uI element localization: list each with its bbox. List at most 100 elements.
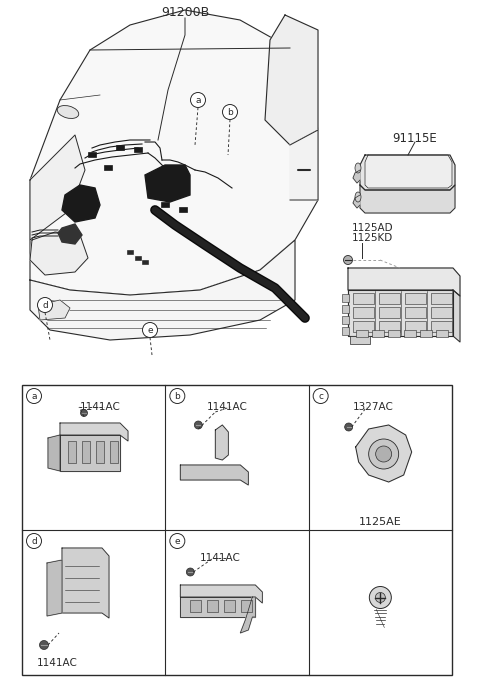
- Polygon shape: [348, 268, 460, 296]
- FancyBboxPatch shape: [356, 330, 368, 337]
- FancyBboxPatch shape: [179, 207, 187, 212]
- Text: 1141AC: 1141AC: [200, 553, 241, 563]
- Ellipse shape: [355, 163, 361, 173]
- FancyBboxPatch shape: [342, 294, 349, 302]
- Polygon shape: [180, 465, 248, 485]
- Circle shape: [376, 446, 392, 462]
- Bar: [224, 600, 235, 612]
- Polygon shape: [30, 135, 85, 240]
- Bar: [96, 441, 104, 463]
- FancyBboxPatch shape: [127, 250, 133, 254]
- FancyBboxPatch shape: [405, 307, 425, 317]
- FancyBboxPatch shape: [436, 330, 448, 337]
- FancyBboxPatch shape: [379, 321, 399, 332]
- FancyBboxPatch shape: [342, 316, 349, 324]
- Circle shape: [313, 388, 328, 404]
- Polygon shape: [356, 425, 412, 482]
- Circle shape: [170, 533, 185, 549]
- FancyBboxPatch shape: [405, 321, 425, 332]
- Polygon shape: [348, 290, 453, 336]
- FancyBboxPatch shape: [404, 330, 416, 337]
- FancyBboxPatch shape: [431, 292, 452, 303]
- Text: e: e: [175, 536, 180, 545]
- Polygon shape: [47, 560, 62, 616]
- Polygon shape: [360, 155, 455, 190]
- FancyBboxPatch shape: [135, 256, 141, 261]
- FancyBboxPatch shape: [352, 321, 373, 332]
- Polygon shape: [216, 425, 228, 460]
- FancyBboxPatch shape: [431, 321, 452, 332]
- FancyBboxPatch shape: [352, 307, 373, 317]
- Circle shape: [223, 104, 238, 120]
- Text: b: b: [227, 108, 233, 117]
- Text: 1125AD: 1125AD: [352, 223, 394, 233]
- Text: d: d: [31, 536, 37, 545]
- FancyBboxPatch shape: [388, 330, 400, 337]
- FancyBboxPatch shape: [350, 336, 370, 344]
- Text: d: d: [42, 301, 48, 310]
- Polygon shape: [30, 232, 88, 275]
- Circle shape: [81, 410, 87, 417]
- Text: 1141AC: 1141AC: [207, 402, 248, 412]
- Polygon shape: [365, 155, 452, 188]
- Bar: [22, 385, 452, 675]
- FancyBboxPatch shape: [405, 292, 425, 303]
- FancyBboxPatch shape: [431, 307, 452, 317]
- Polygon shape: [265, 15, 318, 145]
- Polygon shape: [48, 435, 60, 471]
- Bar: [241, 600, 252, 612]
- FancyBboxPatch shape: [88, 152, 96, 158]
- Bar: [191, 600, 201, 612]
- FancyBboxPatch shape: [342, 305, 349, 313]
- Text: b: b: [174, 392, 180, 401]
- Text: 91200B: 91200B: [161, 6, 209, 19]
- Polygon shape: [60, 435, 120, 471]
- Polygon shape: [30, 240, 295, 340]
- FancyBboxPatch shape: [116, 144, 124, 151]
- Polygon shape: [58, 224, 82, 244]
- Text: a: a: [195, 95, 201, 104]
- FancyBboxPatch shape: [161, 202, 169, 207]
- Polygon shape: [30, 10, 318, 295]
- Text: 1125AE: 1125AE: [359, 517, 402, 527]
- Text: c: c: [318, 392, 323, 401]
- Polygon shape: [60, 423, 128, 441]
- FancyBboxPatch shape: [420, 330, 432, 337]
- Circle shape: [37, 298, 52, 312]
- Circle shape: [369, 439, 399, 469]
- Circle shape: [194, 421, 203, 429]
- Bar: [82, 441, 90, 463]
- Circle shape: [26, 388, 41, 404]
- Circle shape: [191, 93, 205, 108]
- Circle shape: [26, 533, 41, 549]
- FancyBboxPatch shape: [134, 146, 142, 152]
- Polygon shape: [353, 195, 360, 208]
- Ellipse shape: [57, 106, 79, 118]
- Polygon shape: [62, 548, 109, 618]
- Text: 1141AC: 1141AC: [36, 658, 77, 668]
- Polygon shape: [240, 597, 255, 633]
- Circle shape: [375, 592, 385, 603]
- Polygon shape: [38, 300, 70, 320]
- Text: e: e: [147, 325, 153, 334]
- Text: 91115E: 91115E: [393, 131, 437, 144]
- Circle shape: [170, 388, 185, 404]
- FancyBboxPatch shape: [342, 327, 349, 335]
- Text: 1125KD: 1125KD: [352, 233, 393, 243]
- Circle shape: [344, 256, 352, 265]
- Polygon shape: [180, 585, 263, 603]
- Polygon shape: [290, 130, 318, 200]
- FancyBboxPatch shape: [142, 260, 148, 264]
- Circle shape: [345, 423, 353, 431]
- Text: a: a: [31, 392, 37, 401]
- FancyBboxPatch shape: [379, 292, 399, 303]
- Text: 1141AC: 1141AC: [80, 402, 120, 412]
- Polygon shape: [453, 290, 460, 342]
- FancyBboxPatch shape: [352, 292, 373, 303]
- Circle shape: [143, 323, 157, 337]
- Polygon shape: [180, 597, 255, 617]
- Circle shape: [39, 641, 48, 650]
- Polygon shape: [62, 185, 100, 222]
- Circle shape: [369, 587, 391, 609]
- Bar: [110, 441, 118, 463]
